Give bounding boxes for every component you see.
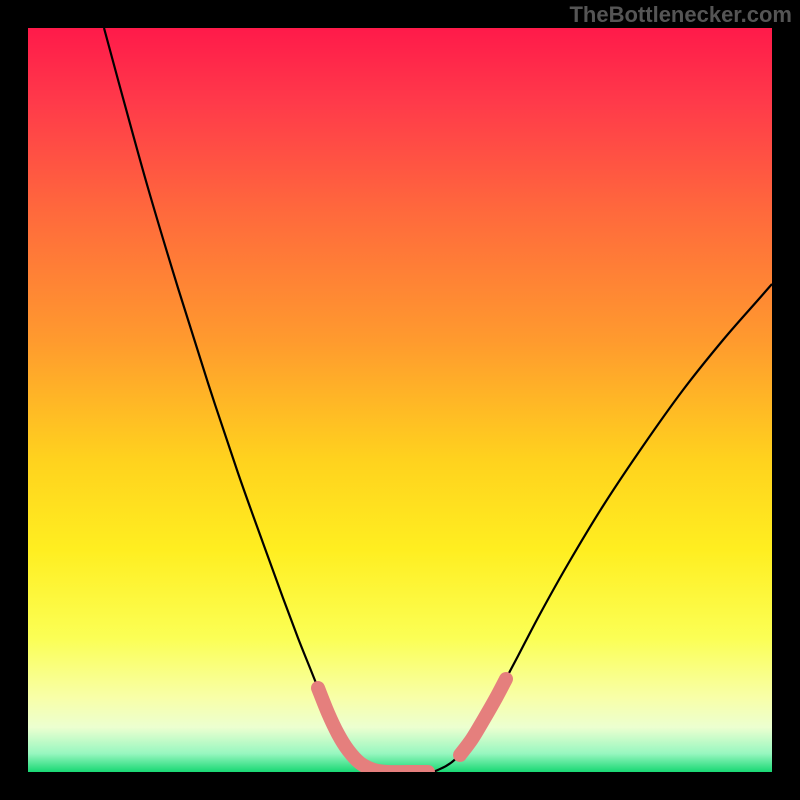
watermark-text: TheBottlenecker.com bbox=[569, 2, 792, 28]
plot-area bbox=[28, 28, 772, 772]
gradient-background bbox=[28, 28, 772, 772]
canvas-root: TheBottlenecker.com bbox=[0, 0, 800, 800]
